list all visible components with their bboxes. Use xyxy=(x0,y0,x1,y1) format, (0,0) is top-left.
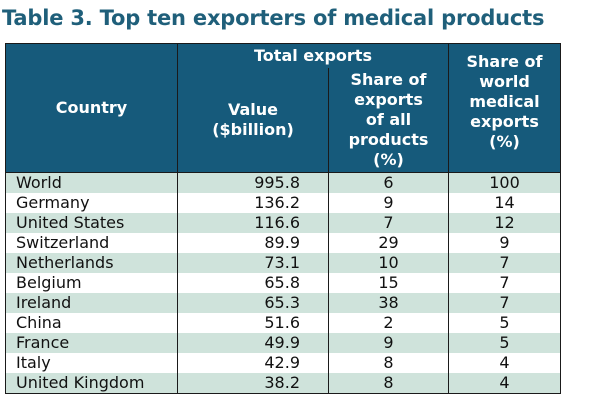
header-country: Country xyxy=(5,43,178,173)
header-share-all-label: Share of exports of all products (%) xyxy=(348,70,429,169)
table-row: United Kingdom 38.2 8 4 xyxy=(5,373,561,394)
cell-share-world: 5 xyxy=(448,313,561,333)
cell-value: 51.6 xyxy=(177,313,329,333)
cell-value: 116.6 xyxy=(177,213,329,233)
cell-country: Ireland xyxy=(5,293,178,313)
table-row: World 995.8 6 100 xyxy=(5,172,561,193)
cell-share-world: 12 xyxy=(448,213,561,233)
cell-share-all: 38 xyxy=(328,293,449,313)
cell-share-all: 9 xyxy=(328,193,449,213)
exporters-table: Country Total exports Share of world med… xyxy=(5,43,561,394)
cell-share-world: 7 xyxy=(448,293,561,313)
cell-share-world: 7 xyxy=(448,253,561,273)
cell-country: United States xyxy=(5,213,178,233)
cell-share-world: 9 xyxy=(448,233,561,253)
cell-value: 65.8 xyxy=(177,273,329,293)
header-row-sub: Value ($billion) Share of exports of all… xyxy=(6,68,561,173)
cell-share-world: 4 xyxy=(448,373,561,394)
header-share-world: Share of world medical exports (%) xyxy=(448,43,561,173)
cell-country: Italy xyxy=(5,353,178,373)
table-row: Germany 136.2 9 14 xyxy=(5,193,561,213)
header-row-group: Country Total exports Share of world med… xyxy=(5,43,561,173)
cell-value: 136.2 xyxy=(177,193,329,213)
cell-country: World xyxy=(5,172,178,193)
cell-country: United Kingdom xyxy=(5,373,178,394)
table-row: Belgium 65.8 15 7 xyxy=(5,273,561,293)
table-row: Switzerland 89.9 29 9 xyxy=(5,233,561,253)
cell-value: 73.1 xyxy=(177,253,329,273)
cell-value: 995.8 xyxy=(177,172,329,193)
cell-value: 42.9 xyxy=(177,353,329,373)
header-total-exports: Total exports xyxy=(177,43,449,68)
cell-share-all: 29 xyxy=(328,233,449,253)
cell-share-all: 15 xyxy=(328,273,449,293)
cell-share-all: 8 xyxy=(328,353,449,373)
cell-share-world: 14 xyxy=(448,193,561,213)
table-row: United States 116.6 7 12 xyxy=(5,213,561,233)
cell-value: 49.9 xyxy=(177,333,329,353)
table-body: World 995.8 6 100 Germany 136.2 9 14 United Stat… xyxy=(5,172,561,394)
table-row: Ireland 65.3 38 7 xyxy=(5,293,561,313)
cell-share-world: 7 xyxy=(448,273,561,293)
cell-share-world: 5 xyxy=(448,333,561,353)
cell-share-all: 9 xyxy=(328,333,449,353)
table-header: Country Total exports Share of world med… xyxy=(5,43,561,173)
header-value-label: Value ($billion) xyxy=(212,100,294,139)
header-share-world-label: Share of world medical exports (%) xyxy=(466,52,543,151)
table-row: Italy 42.9 8 4 xyxy=(5,353,561,373)
header-share-all: Share of exports of all products (%) xyxy=(328,68,449,173)
table-row: Netherlands 73.1 10 7 xyxy=(5,253,561,273)
cell-share-all: 10 xyxy=(328,253,449,273)
cell-share-all: 8 xyxy=(328,373,449,394)
header-value: Value ($billion) xyxy=(177,68,329,173)
cell-country: Germany xyxy=(5,193,178,213)
cell-share-all: 7 xyxy=(328,213,449,233)
cell-country: Switzerland xyxy=(5,233,178,253)
cell-share-world: 4 xyxy=(448,353,561,373)
cell-share-world: 100 xyxy=(448,172,561,193)
table-row: China 51.6 2 5 xyxy=(5,313,561,333)
cell-country: France xyxy=(5,333,178,353)
table-row: France 49.9 9 5 xyxy=(5,333,561,353)
cell-share-all: 2 xyxy=(328,313,449,333)
cell-value: 89.9 xyxy=(177,233,329,253)
cell-value: 65.3 xyxy=(177,293,329,313)
table-title: Table 3. Top ten exporters of medical pr… xyxy=(2,6,545,30)
cell-value: 38.2 xyxy=(177,373,329,394)
cell-country: Netherlands xyxy=(5,253,178,273)
cell-share-all: 6 xyxy=(328,172,449,193)
cell-country: China xyxy=(5,313,178,333)
cell-country: Belgium xyxy=(5,273,178,293)
